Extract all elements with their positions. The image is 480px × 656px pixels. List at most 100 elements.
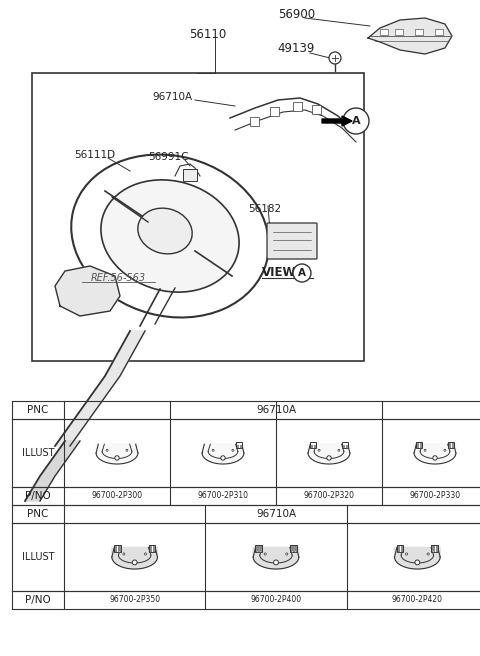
Polygon shape: [55, 266, 120, 316]
Bar: [32, 73, 364, 361]
Text: 96700-2P300: 96700-2P300: [91, 491, 143, 501]
Circle shape: [232, 449, 234, 451]
Bar: [417, 445, 418, 446]
Bar: [294, 548, 296, 549]
Bar: [420, 447, 421, 448]
Text: 56110: 56110: [190, 28, 227, 41]
Bar: [237, 447, 238, 448]
Circle shape: [132, 560, 137, 565]
Bar: [436, 546, 437, 547]
Bar: [312, 105, 321, 114]
Bar: [153, 548, 155, 549]
Bar: [115, 548, 116, 549]
Bar: [291, 550, 292, 552]
Bar: [397, 546, 399, 547]
Bar: [436, 548, 437, 549]
Text: 96700-2P400: 96700-2P400: [251, 596, 301, 604]
Circle shape: [444, 449, 446, 451]
Text: 96700-2P320: 96700-2P320: [303, 491, 355, 501]
Bar: [250, 117, 259, 126]
Circle shape: [212, 449, 214, 451]
Text: VIEW: VIEW: [262, 266, 297, 279]
Bar: [436, 550, 437, 552]
Circle shape: [144, 553, 146, 555]
Circle shape: [286, 553, 288, 555]
Polygon shape: [368, 18, 452, 54]
Bar: [118, 546, 120, 547]
Bar: [417, 447, 418, 448]
Bar: [396, 545, 403, 552]
Bar: [432, 550, 434, 552]
Text: 96700-2P310: 96700-2P310: [197, 491, 249, 501]
Text: 56111D: 56111D: [74, 150, 116, 160]
Circle shape: [293, 264, 311, 282]
Text: 56182: 56182: [249, 204, 282, 214]
Bar: [346, 447, 347, 448]
Polygon shape: [55, 331, 145, 446]
Text: A: A: [298, 268, 306, 278]
Bar: [415, 29, 423, 35]
Bar: [115, 546, 116, 547]
Bar: [150, 546, 151, 547]
Bar: [290, 545, 297, 552]
Bar: [260, 546, 261, 547]
Circle shape: [427, 553, 429, 555]
Bar: [149, 545, 156, 552]
Bar: [256, 548, 258, 549]
Circle shape: [318, 449, 320, 451]
Polygon shape: [202, 444, 244, 464]
Bar: [449, 443, 450, 444]
Circle shape: [329, 52, 341, 64]
Bar: [452, 443, 453, 444]
Text: 56991C: 56991C: [148, 152, 188, 162]
Bar: [420, 443, 421, 444]
Text: A: A: [352, 116, 360, 126]
Bar: [397, 550, 399, 552]
Bar: [153, 550, 155, 552]
Circle shape: [433, 456, 437, 460]
Text: PNC: PNC: [27, 509, 48, 519]
Bar: [153, 546, 155, 547]
Bar: [236, 442, 242, 448]
Bar: [150, 550, 151, 552]
Bar: [260, 550, 261, 552]
Bar: [255, 545, 262, 552]
Bar: [114, 545, 120, 552]
Circle shape: [274, 560, 278, 565]
Text: PNC: PNC: [27, 405, 48, 415]
Text: ILLUST: ILLUST: [22, 552, 54, 562]
Bar: [237, 445, 238, 446]
Bar: [432, 546, 434, 547]
Bar: [256, 546, 258, 547]
Bar: [150, 548, 151, 549]
Bar: [343, 445, 344, 446]
Bar: [449, 445, 450, 446]
Circle shape: [338, 449, 340, 451]
Text: 96710A: 96710A: [152, 92, 192, 102]
Text: P/NO: P/NO: [25, 595, 51, 605]
Polygon shape: [395, 547, 440, 569]
Bar: [435, 29, 443, 35]
Bar: [311, 447, 312, 448]
Bar: [291, 546, 292, 547]
Circle shape: [106, 449, 108, 451]
Bar: [270, 107, 279, 116]
Circle shape: [406, 553, 408, 555]
Text: ILLUST: ILLUST: [22, 448, 54, 458]
Bar: [346, 445, 347, 446]
Bar: [380, 29, 388, 35]
Bar: [118, 548, 120, 549]
Bar: [397, 548, 399, 549]
Text: 96700-2P350: 96700-2P350: [109, 596, 160, 604]
Bar: [342, 442, 348, 448]
Bar: [432, 545, 438, 552]
Bar: [420, 445, 421, 446]
Circle shape: [123, 553, 125, 555]
Bar: [293, 102, 302, 111]
Text: REF.56-563: REF.56-563: [90, 273, 145, 283]
Bar: [310, 442, 316, 448]
Bar: [294, 550, 296, 552]
Text: P/NO: P/NO: [25, 491, 51, 501]
Text: 96700-2P420: 96700-2P420: [392, 596, 443, 604]
Circle shape: [343, 108, 369, 134]
